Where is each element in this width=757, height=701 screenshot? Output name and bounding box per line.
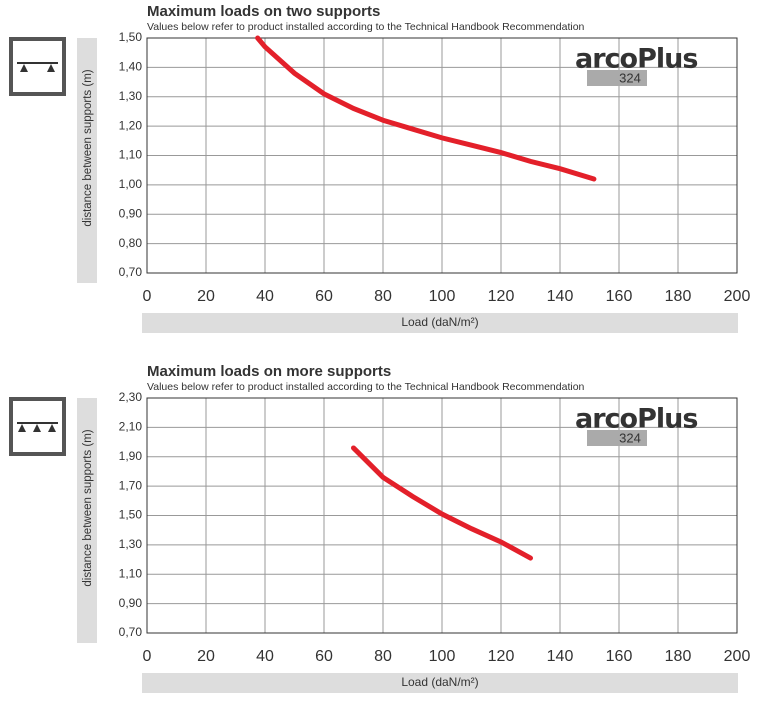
- x-tick-label: 180: [665, 288, 692, 305]
- x-tick-label: 120: [488, 648, 515, 665]
- chart-title: Maximum loads on two supports: [147, 3, 380, 20]
- x-tick-label: 180: [665, 648, 692, 665]
- plot-border: [146, 397, 738, 634]
- logo-brand: arcoPlus: [575, 404, 697, 435]
- y-tick-label: 0,70: [119, 625, 143, 639]
- y-tick-label: 1,50: [119, 30, 143, 44]
- y-tick-label: 0,80: [119, 236, 143, 250]
- y-tick-label: 1,70: [119, 478, 143, 492]
- x-tick-label: 40: [256, 288, 274, 305]
- x-tick-label: 200: [724, 648, 751, 665]
- x-tick-label: 100: [429, 648, 456, 665]
- x-tick-label: 160: [606, 288, 633, 305]
- x-tick-label: 80: [374, 288, 392, 305]
- x-tick-label: 20: [197, 288, 215, 305]
- logo-model: 324: [619, 430, 641, 445]
- y-tick-label: 0,70: [119, 265, 143, 279]
- icon-more-supports: [9, 397, 66, 456]
- y-axis-label: distance between supports (m): [82, 69, 94, 226]
- chart-subtitle: Values below refer to product installed …: [147, 21, 585, 33]
- y-tick-label: 1,30: [119, 537, 143, 551]
- x-tick-label: 200: [724, 288, 751, 305]
- y-tick-label: 1,40: [119, 60, 143, 74]
- chart-subtitle: Values below refer to product installed …: [147, 381, 585, 393]
- icon-two-supports: [9, 37, 66, 96]
- y-tick-label: 1,10: [119, 148, 143, 162]
- x-axis-label: Load (daN/m²): [401, 315, 478, 329]
- y-tick-label: 1,50: [119, 508, 143, 522]
- x-tick-label: 120: [488, 288, 515, 305]
- logo-brand: arcoPlus: [575, 44, 697, 75]
- x-tick-label: 140: [547, 288, 574, 305]
- plot-border: [146, 37, 738, 274]
- y-tick-label: 1,30: [119, 89, 143, 103]
- y-tick-label: 1,20: [119, 118, 143, 132]
- x-tick-label: 140: [547, 648, 574, 665]
- logo-model: 324: [619, 70, 641, 85]
- y-tick-label: 2,30: [119, 390, 143, 404]
- x-label-box: [142, 313, 738, 333]
- x-tick-label: 80: [374, 648, 392, 665]
- x-tick-label: 40: [256, 648, 274, 665]
- x-tick-label: 0: [143, 648, 152, 665]
- x-axis-label: Load (daN/m²): [401, 675, 478, 689]
- y-tick-label: 0,90: [119, 206, 143, 220]
- data-line: [255, 35, 597, 182]
- x-tick-label: 60: [315, 648, 333, 665]
- y-label-box: [77, 38, 97, 283]
- x-tick-label: 160: [606, 648, 633, 665]
- y-tick-label: 1,00: [119, 177, 143, 191]
- chart-title: Maximum loads on more supports: [147, 363, 391, 380]
- y-label-box: [77, 398, 97, 643]
- x-label-box: [142, 673, 738, 693]
- y-tick-label: 1,10: [119, 566, 143, 580]
- x-tick-label: 100: [429, 288, 456, 305]
- y-tick-label: 1,90: [119, 449, 143, 463]
- x-tick-label: 20: [197, 648, 215, 665]
- logo-badge: [587, 70, 647, 86]
- x-tick-label: 0: [143, 288, 152, 305]
- y-tick-label: 2,10: [119, 420, 143, 434]
- data-line: [351, 445, 533, 561]
- x-tick-label: 60: [315, 288, 333, 305]
- y-tick-label: 0,90: [119, 596, 143, 610]
- logo-badge: [587, 430, 647, 446]
- y-axis-label: distance between supports (m): [82, 429, 94, 586]
